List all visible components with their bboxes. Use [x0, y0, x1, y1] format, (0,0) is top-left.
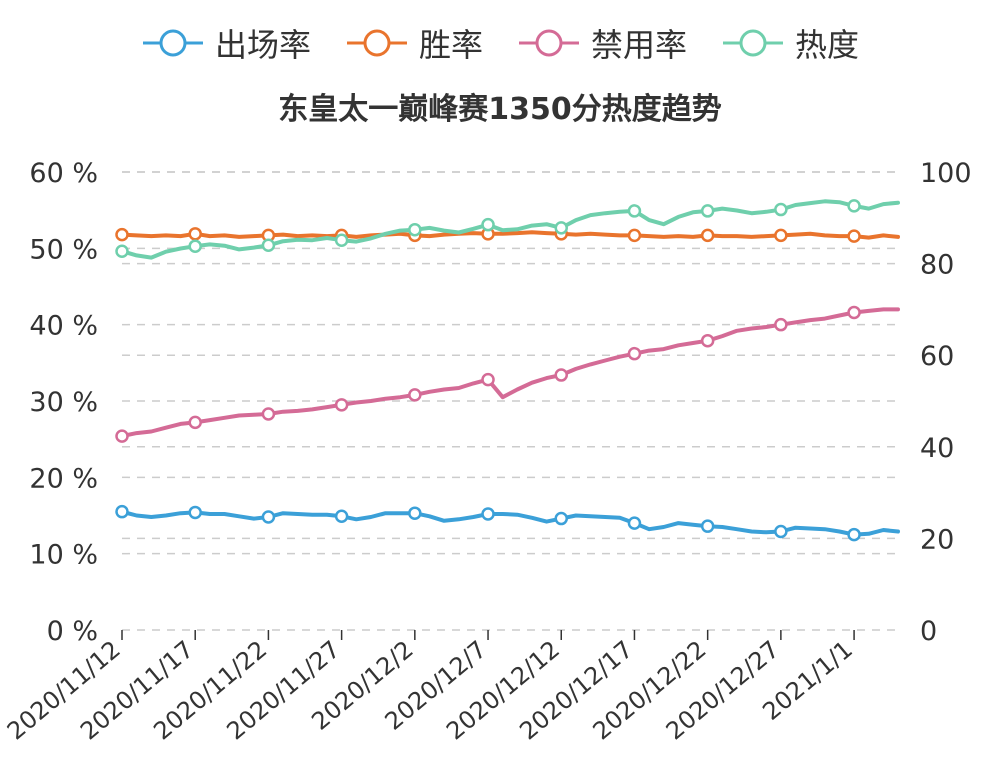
series-point-热度	[481, 217, 495, 232]
series-point-出场率	[188, 505, 202, 520]
series-point-出场率	[408, 506, 422, 520]
series-point-禁用率	[188, 415, 202, 430]
legend-marker-icon	[142, 29, 203, 57]
series-point-禁用率	[408, 388, 422, 402]
series-line-胜率	[120, 230, 900, 240]
y-right-tick-label: 20	[920, 524, 954, 555]
legend-marker-icon	[723, 29, 784, 57]
y-left-tick-label: 60 %	[29, 158, 98, 189]
legend-item[interactable]: 出场率	[141, 20, 311, 66]
series-point-胜率	[847, 229, 861, 243]
y-left-tick-label: 50 %	[29, 234, 98, 265]
series-point-胜率	[700, 228, 715, 243]
legend-label: 胜率	[418, 26, 483, 64]
series-point-禁用率	[554, 368, 568, 382]
series-point-热度	[188, 239, 202, 253]
series-point-出场率	[334, 509, 349, 524]
series-point-禁用率	[334, 398, 349, 412]
series-point-热度	[774, 202, 788, 217]
series-point-胜率	[188, 227, 202, 241]
series-point-出场率	[847, 527, 861, 542]
y-left-tick-label: 10 %	[29, 540, 98, 571]
y-right-tick-label: 80	[920, 250, 954, 281]
legend-marker-icon	[346, 29, 407, 57]
series-point-禁用率	[847, 305, 861, 320]
series-point-禁用率	[774, 317, 788, 332]
series-point-出场率	[700, 519, 715, 533]
y-left-tick-label: 0 %	[47, 616, 98, 647]
series-line-热度	[120, 199, 900, 260]
series-point-热度	[847, 199, 861, 213]
series-line-出场率	[120, 509, 900, 537]
legend-label: 禁用率	[591, 26, 688, 64]
y-right-tick-label: 100	[920, 158, 972, 189]
series-point-禁用率	[627, 346, 642, 361]
series-point-热度	[700, 204, 715, 218]
legend-item[interactable]: 禁用率	[517, 20, 687, 66]
y-right-tick-label: 60	[920, 341, 954, 372]
series-point-出场率	[774, 524, 788, 539]
series-point-热度	[115, 244, 129, 258]
series-point-出场率	[115, 504, 129, 519]
series-point-胜率	[774, 228, 788, 243]
series-point-胜率	[115, 227, 129, 242]
chart-title: 东皇太一巅峰赛1350分热度趋势	[278, 92, 722, 127]
legend: 出场率 胜率 禁用率 热度	[0, 18, 1000, 68]
series-point-出场率	[554, 511, 568, 526]
y-left-tick-label: 40 %	[29, 311, 98, 342]
legend-item[interactable]: 热度	[721, 20, 859, 66]
series-point-禁用率	[700, 333, 715, 348]
series-point-禁用率	[115, 429, 129, 443]
series-point-热度	[261, 238, 276, 253]
y-left-tick-label: 20 %	[29, 463, 98, 494]
series-point-出场率	[261, 510, 276, 524]
legend-label: 热度	[795, 26, 860, 64]
series-point-热度	[408, 222, 422, 237]
series-point-热度	[627, 204, 642, 218]
series-point-出场率	[481, 507, 495, 521]
y-right-tick-label: 40	[920, 433, 954, 464]
legend-item[interactable]: 胜率	[345, 20, 483, 66]
y-right-tick-label: 0	[920, 616, 937, 647]
series-point-出场率	[627, 516, 642, 530]
series-point-禁用率	[261, 407, 276, 421]
legend-label: 出场率	[214, 26, 311, 64]
series-point-热度	[554, 221, 568, 235]
legend-marker-icon	[519, 29, 579, 57]
series-point-胜率	[627, 228, 642, 243]
series-point-禁用率	[481, 372, 495, 387]
series-line-禁用率	[120, 307, 900, 439]
series-point-热度	[334, 233, 349, 247]
y-left-tick-label: 30 %	[29, 387, 98, 418]
